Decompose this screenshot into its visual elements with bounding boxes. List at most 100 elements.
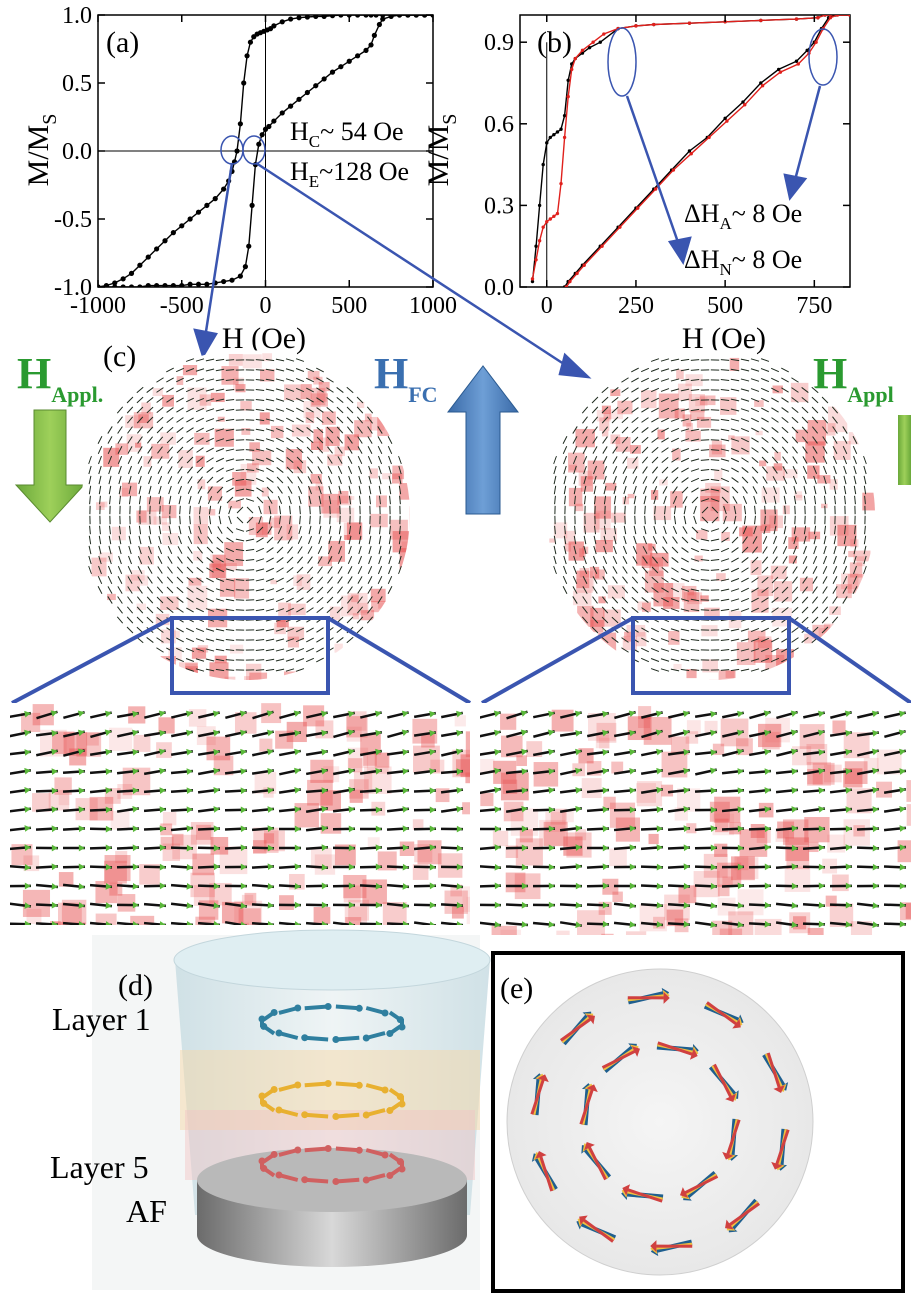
spin-arrow: [752, 476, 758, 484]
spin-arrow-head: [629, 787, 636, 794]
spin-arrow-head: [240, 844, 247, 852]
spin-arrow: [613, 525, 617, 535]
spin-arrow: [316, 407, 324, 413]
spin-arrow: [387, 445, 393, 455]
spin-arrow: [148, 475, 152, 485]
spin-arrow: [823, 525, 827, 535]
x-tick-label: 500: [707, 293, 743, 319]
magnetization-patch: [822, 858, 838, 874]
data-point: [338, 15, 344, 18]
spin-arrow: [228, 515, 232, 525]
spin-arrow: [117, 606, 123, 614]
layer-spin-arrow-head: [301, 1111, 309, 1119]
magnetization-patch: [700, 595, 709, 602]
magnetization-patch: [492, 830, 509, 847]
spin-arrow: [157, 475, 163, 485]
spin-arrow: [642, 546, 648, 554]
spin-arrow: [670, 597, 680, 603]
spin-arrow: [97, 445, 103, 455]
magnetization-patch: [754, 400, 764, 407]
spin-arrow: [791, 416, 799, 424]
spin-arrow: [316, 657, 324, 663]
panel-b-annotation-dhn: ΔHN~ 8 Oe: [684, 245, 802, 279]
spin-arrow: [346, 406, 354, 414]
spin-arrow: [195, 607, 205, 613]
magnetization-patch: [176, 376, 184, 386]
spin-arrow: [750, 358, 760, 362]
spin-arrow: [296, 456, 304, 464]
spin-arrow-head: [78, 883, 85, 890]
spin-arrow-head: [24, 825, 31, 832]
spin-arrow: [157, 545, 163, 555]
spin-arrow: [791, 637, 799, 643]
spin-arrow: [673, 515, 677, 525]
spin-arrow: [730, 578, 740, 582]
spin-arrow: [196, 577, 204, 583]
magnetization-patch: [837, 524, 857, 547]
data-point: [304, 15, 310, 20]
spin-map-right: [545, 350, 875, 680]
spin-arrow-head: [24, 787, 31, 794]
spin-arrow: [612, 465, 618, 475]
spin-arrow-head: [105, 844, 112, 852]
spin-arrow-head: [240, 863, 247, 871]
spin-arrow: [367, 576, 373, 584]
magnetization-patch: [687, 589, 695, 596]
spin-arrow: [783, 495, 787, 505]
magnetization-patch: [747, 630, 766, 643]
spin-arrow: [833, 555, 837, 565]
y-tick-label: 0.0: [484, 275, 514, 301]
spin-arrow-head: [212, 710, 220, 718]
spin-arrow: [750, 388, 760, 392]
spin-arrow: [750, 607, 760, 613]
spin-arrow: [720, 379, 730, 381]
spin-arrow: [295, 387, 305, 393]
spin-arrow: [563, 535, 567, 545]
spin-arrow: [671, 467, 679, 473]
layer-spin-arrow-head: [324, 1080, 332, 1088]
layer-spin-arrow-head: [275, 1106, 283, 1114]
spin-arrow: [196, 556, 204, 564]
spin-arrow: [128, 555, 132, 565]
magnetization-patch: [791, 527, 811, 542]
spin-arrow: [844, 495, 846, 505]
spin-arrow-head: [132, 882, 139, 890]
spin-arrow: [225, 477, 235, 483]
layer-spin-arrow-head: [381, 1151, 389, 1159]
spin-arrow: [700, 589, 710, 591]
data-point: [602, 32, 606, 36]
spin-arrow: [760, 358, 770, 362]
spin-arrow: [147, 446, 153, 454]
magnetization-patch: [136, 603, 147, 611]
spin-arrow: [643, 525, 647, 535]
ring-arrows: [530, 987, 790, 1257]
magnetization-patch: [362, 879, 387, 904]
spin-arrow: [337, 586, 343, 594]
magnetization-patch: [278, 602, 291, 616]
magnetization-patch: [288, 603, 306, 616]
spin-arrow: [318, 525, 322, 535]
spin-arrow: [326, 406, 334, 414]
spin-arrow: [672, 486, 678, 494]
spin-arrow-head: [871, 710, 879, 718]
spin-arrow: [346, 606, 354, 614]
spin-arrow: [317, 456, 323, 464]
magnetization-patch: [261, 487, 269, 497]
magnetization-patch: [378, 602, 388, 609]
spin-arrow: [398, 555, 402, 565]
spin-arrow: [680, 418, 690, 422]
spin-arrow: [750, 407, 760, 413]
spin-arrow-head: [899, 768, 906, 775]
spin-arrow: [690, 418, 700, 422]
spin-arrow: [751, 577, 759, 583]
spin-arrow: [690, 568, 700, 572]
magnetization-patch: [345, 917, 362, 925]
spin-arrow: [591, 626, 599, 634]
spin-arrow: [196, 587, 204, 593]
spin-arrow-head: [575, 863, 582, 870]
spin-arrow: [216, 547, 224, 553]
spin-arrow-head: [521, 844, 528, 852]
spin-arrow-head: [78, 768, 85, 775]
zoom-view-right-arrows: [480, 710, 907, 929]
spin-arrow: [176, 597, 184, 603]
